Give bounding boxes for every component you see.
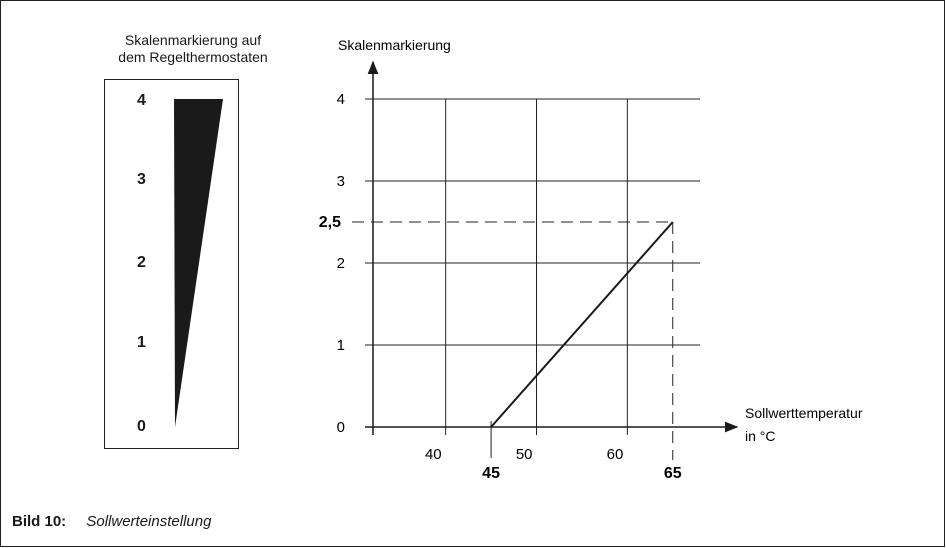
- y-tick-label-0: 0: [337, 419, 345, 436]
- chart-axes: [365, 60, 739, 435]
- x-tick-label-60: 60: [607, 446, 624, 463]
- y-tick-label-2: 2: [337, 255, 345, 272]
- x-axis-label-line2: in °C: [745, 428, 776, 444]
- caption-text: Sollwerteinstellung: [86, 513, 212, 530]
- y-marker-label: 2,5: [319, 214, 341, 231]
- thermostat-scale-label-3: 3: [137, 171, 146, 188]
- thermostat-scale-box: [104, 79, 239, 449]
- x-tick-label-50: 50: [516, 446, 533, 463]
- figure-caption: Bild 10: Sollwerteinstellung: [12, 513, 211, 530]
- thermostat-scale-label-0: 0: [137, 418, 146, 435]
- y-tick-label-1: 1: [337, 337, 345, 354]
- caption-label: Bild 10:: [12, 513, 67, 530]
- thermostat-scale-title: Skalenmarkierung auf dem Regelthermostat…: [98, 32, 288, 66]
- thermostat-scale-label-4: 4: [137, 92, 146, 109]
- x-tick-label-40: 40: [425, 446, 442, 463]
- x-start-label: 45: [482, 465, 500, 482]
- y-tick-label-4: 4: [337, 91, 345, 108]
- chart-series: [490, 221, 674, 428]
- x-axis-label-line1: Sollwerttemperatur: [745, 405, 863, 421]
- series-line-0: [490, 221, 674, 428]
- thermostat-scale-label-2: 2: [137, 254, 146, 271]
- chart-labels: Skalenmarkierung Sollwerttemperatur in °…: [319, 37, 863, 482]
- x-end-label: 65: [664, 465, 682, 482]
- chart-grid: [365, 98, 700, 435]
- thermostat-scale-label-1: 1: [137, 334, 146, 351]
- y-tick-label-3: 3: [337, 173, 345, 190]
- thermostat-title-line2: dem Regelthermostaten: [118, 49, 268, 65]
- thermostat-title-line1: Skalenmarkierung auf: [124, 32, 262, 48]
- thermostat-wedge: [174, 99, 223, 427]
- chart-guides: [352, 221, 674, 460]
- y-axis-label: Skalenmarkierung: [338, 37, 451, 53]
